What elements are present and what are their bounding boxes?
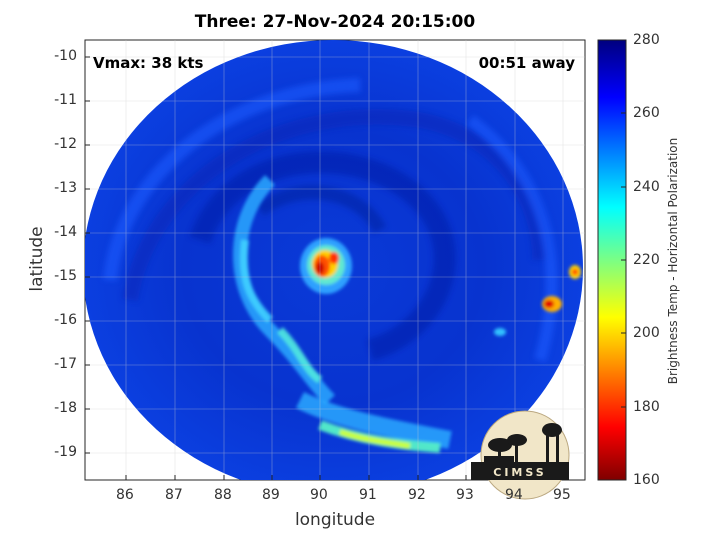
grid-lines <box>85 40 585 480</box>
y-axis-label: latitude <box>27 226 47 292</box>
colorbar-tick-label: 160 <box>633 472 660 488</box>
x-tick-label: 89 <box>262 487 280 503</box>
y-tick-label: -16 <box>54 312 77 328</box>
cimss-logo <box>471 410 570 500</box>
x-tick-label: 93 <box>456 487 474 503</box>
x-tick-label: 94 <box>505 487 523 503</box>
colorbar-tick-label: 240 <box>633 179 660 195</box>
colorbar-tick-label: 220 <box>633 252 660 268</box>
x-tick-label: 90 <box>310 487 328 503</box>
colorbar-tick-label: 200 <box>633 325 660 341</box>
x-tick-label: 92 <box>408 487 426 503</box>
y-tick-label: -10 <box>54 48 77 64</box>
y-tick-label: -18 <box>54 400 77 416</box>
vmax-label: Vmax: 38 kts <box>93 54 204 72</box>
plot-title: Three: 27-Nov-2024 20:15:00 <box>194 12 476 32</box>
tick-marks <box>85 56 564 480</box>
x-axis-label: longitude <box>294 510 376 530</box>
x-tick-label: 86 <box>116 487 134 503</box>
colorbar-label: Brightness Temp - Horizontal Polarizatio… <box>666 137 680 385</box>
colorbar-tick-label: 260 <box>633 105 660 121</box>
y-tick-label: -14 <box>54 224 77 240</box>
brightness-temp-swath <box>85 40 583 480</box>
colorbar-tick-label: 180 <box>633 399 660 415</box>
y-tick-label: -19 <box>54 444 77 460</box>
x-tick-label: 88 <box>214 487 232 503</box>
logo-text: CIMSS <box>493 466 547 479</box>
away-label: 00:51 away <box>478 54 575 72</box>
x-tick-label: 91 <box>359 487 377 503</box>
x-tick-label: 95 <box>553 487 571 503</box>
y-tick-label: -15 <box>54 268 77 284</box>
y-tick-label: -12 <box>54 136 77 152</box>
colorbar-ticks <box>621 39 626 481</box>
y-tick-label: -13 <box>54 180 77 196</box>
colorbar-tick-label: 280 <box>633 32 660 48</box>
y-tick-label: -11 <box>54 92 77 108</box>
x-tick-label: 87 <box>165 487 183 503</box>
y-tick-label: -17 <box>54 356 77 372</box>
